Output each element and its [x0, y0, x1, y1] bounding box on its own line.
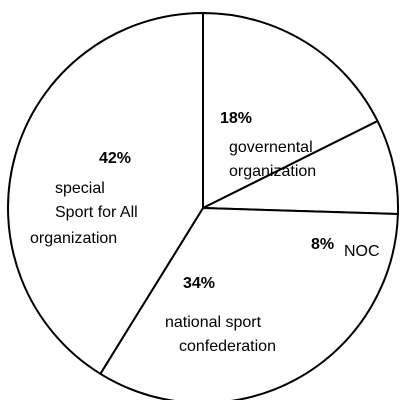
slice-label-special-line3: organization	[30, 230, 117, 247]
slice-percent-governental: 18%	[220, 110, 252, 127]
pie-slice-special	[7, 12, 204, 375]
pie-slices	[7, 12, 399, 400]
slice-label-special-line1: special	[55, 180, 105, 197]
pie-slice-noc	[202, 120, 399, 216]
slice-label-noc: NOC	[344, 243, 380, 260]
slice-label-national-line1: national sport	[165, 314, 262, 331]
slice-label-governental-line2: organization	[229, 163, 316, 180]
slice-label-special-line2: Sport for All	[55, 204, 138, 221]
slice-percent-special: 42%	[99, 150, 131, 167]
slice-label-national-line2: confederation	[179, 338, 276, 355]
slice-label-governental-line1: governental	[229, 139, 313, 156]
slice-percent-noc: 8%	[311, 236, 334, 253]
slice-percent-national: 34%	[183, 275, 215, 292]
pie-slice-national	[99, 207, 399, 400]
pie-slice-governental	[202, 12, 379, 209]
